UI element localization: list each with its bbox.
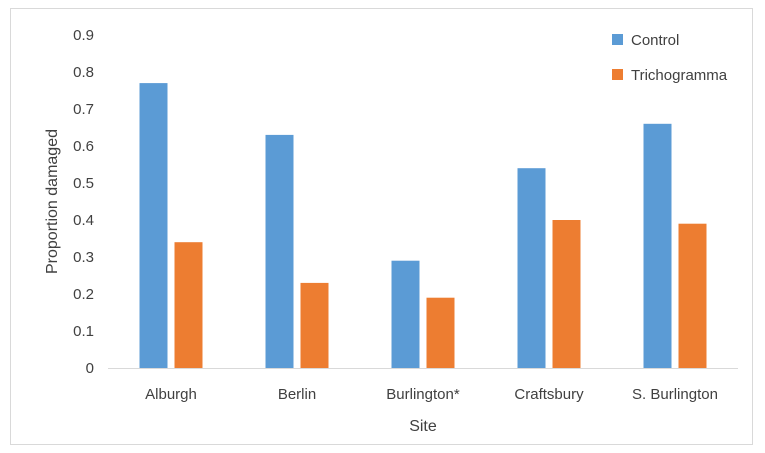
legend-label-trichogramma: Trichogramma (631, 67, 728, 84)
y-tick-label: 0.1 (73, 323, 94, 340)
y-tick-label: 0.3 (73, 249, 94, 266)
legend: Control Trichogramma (612, 32, 728, 84)
x-tick-label: Berlin (278, 386, 316, 403)
y-tick-label: 0.7 (73, 101, 94, 118)
bar-trichogramma-3 (552, 220, 581, 368)
bar-control-3 (517, 168, 546, 368)
legend-swatch-control (612, 34, 623, 45)
y-tick-label: 0.9 (73, 27, 94, 44)
x-tick-label: Burlington* (386, 386, 460, 403)
bar-trichogramma-4 (678, 223, 707, 368)
y-axis-ticks: 0 0.1 0.2 0.3 0.4 0.5 0.6 0.7 0.8 0.9 (73, 27, 94, 377)
y-tick-label: 0 (86, 360, 94, 377)
x-axis-title: Site (409, 418, 437, 435)
y-tick-label: 0.5 (73, 175, 94, 192)
legend-label-control: Control (631, 32, 679, 49)
bar-control-2 (391, 260, 420, 368)
bar-control-0 (139, 83, 168, 368)
y-tick-label: 0.6 (73, 138, 94, 155)
bar-trichogramma-0 (174, 242, 203, 368)
bar-trichogramma-2 (426, 297, 455, 368)
x-tick-label: S. Burlington (632, 386, 718, 403)
x-tick-label: Alburgh (145, 386, 197, 403)
chart-frame (10, 8, 753, 445)
y-tick-label: 0.4 (73, 212, 94, 229)
bar-trichogramma-1 (300, 282, 329, 368)
bar-control-1 (265, 134, 294, 368)
x-tick-label: Craftsbury (514, 386, 584, 403)
y-tick-label: 0.8 (73, 64, 94, 81)
y-axis-title: Proportion damaged (44, 129, 61, 274)
bar-control-4 (643, 123, 672, 368)
x-axis-ticks: Alburgh Berlin Burlington* Craftsbury S. Bur… (145, 386, 718, 403)
bars (139, 83, 707, 368)
y-tick-label: 0.2 (73, 286, 94, 303)
legend-swatch-trichogramma (612, 69, 623, 80)
